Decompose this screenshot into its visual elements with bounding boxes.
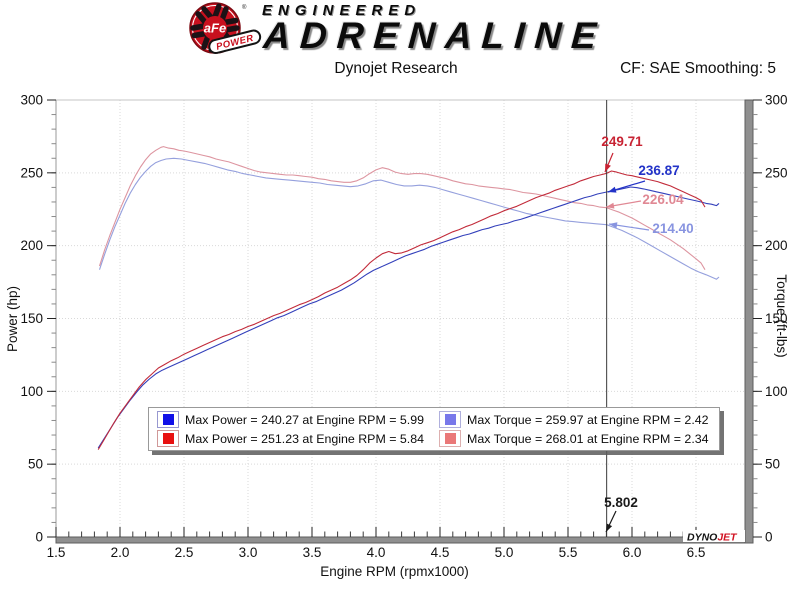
legend-item-label: Max Torque = 268.01 at Engine RPM = 2.34: [467, 431, 709, 446]
x-tick-label: 5.0: [495, 545, 514, 560]
legend-item: Max Torque = 268.01 at Engine RPM = 2.34: [439, 429, 709, 448]
torque-stock-curve: [98, 157, 720, 280]
legend-swatch-icon: [157, 411, 179, 428]
logo-afe-text: aFe: [204, 21, 226, 36]
y-axis-right-title: Torque (ft-lbs): [774, 274, 789, 357]
dynojet-watermark: DYNOJET: [683, 530, 745, 544]
y-tick-label: 300: [765, 93, 788, 108]
afe-power-logo: aFe ® POWER: [189, 2, 262, 55]
y-tick-label: 300: [20, 93, 43, 108]
value-callout-3-label: 214.40: [652, 221, 693, 236]
y-tick-label: 100: [20, 384, 43, 399]
power-stock-curve: [97, 186, 720, 449]
y-axis-right-bar: [744, 99, 754, 544]
value-callout-1: 236.87: [607, 163, 680, 193]
legend-swatch-icon: [439, 430, 461, 447]
gridlines: [56, 100, 745, 537]
chart-title: Dynojet Research: [334, 60, 458, 77]
legend-item: Max Power = 240.27 at Engine RPM = 5.99: [157, 410, 424, 429]
tagline-engineered: ENGINEERED: [262, 2, 422, 19]
x-axis: 1.5 2.0 2.5 3.0 3.5 4.0 4.5 5.0 5.5 6.0 6.5 Engine …: [47, 527, 735, 579]
y-tick-label: 0: [35, 530, 43, 545]
y-tick-label: 0: [765, 530, 773, 545]
value-callout-0-label: 249.71: [601, 134, 643, 149]
value-callout-1-arrowhead-icon: [608, 186, 617, 193]
legend-item: Max Power = 251.23 at Engine RPM = 5.84: [157, 429, 424, 448]
value-callout-1-label: 236.87: [638, 163, 679, 178]
cursor-callout-arrowhead-icon: [606, 523, 613, 532]
y-tick-label: 250: [20, 165, 43, 180]
legend-item-label: Max Power = 251.23 at Engine RPM = 5.84: [185, 431, 425, 446]
value-callout-2-label: 226.04: [642, 192, 684, 207]
value-callout-0: 249.71: [601, 134, 643, 173]
legend-swatch-color: [444, 414, 456, 425]
x-tick-label: 6.0: [623, 545, 642, 560]
x-tick-label: 6.5: [687, 545, 706, 560]
y-tick-label: 50: [765, 457, 780, 472]
legend-item: Max Torque = 259.97 at Engine RPM = 2.42: [439, 410, 709, 429]
y-tick-label: 100: [765, 384, 788, 399]
legend-swatch-color: [162, 433, 174, 444]
legend-swatch-color: [444, 433, 456, 444]
x-tick-label: 2.5: [175, 545, 194, 560]
value-callout-3: 214.40: [608, 221, 694, 236]
y-tick-label: 200: [20, 238, 43, 253]
y-tick-label: 200: [765, 238, 788, 253]
x-tick-label: 3.5: [303, 545, 322, 560]
x-tick-label: 5.5: [559, 545, 578, 560]
legend-swatch-icon: [439, 411, 461, 428]
y-axis-right: 0 50 100 150 200 250 300 Torque (ft-lbs): [753, 93, 789, 545]
watermark-bg: [683, 530, 745, 542]
x-axis-bar: [55, 536, 754, 544]
value-callout-3-arrowhead-icon: [609, 222, 618, 229]
dynojet-logo: DYNOJET: [687, 532, 738, 544]
x-tick-label: 4.0: [367, 545, 386, 560]
y-tick-label: 50: [28, 457, 43, 472]
x-tick-label: 4.5: [431, 545, 450, 560]
value-callout-2: 226.04: [605, 192, 684, 209]
cursor-callout: 5.802: [604, 495, 638, 533]
x-axis-title: Engine RPM (rpmx1000): [320, 564, 469, 579]
registered-mark: ®: [242, 4, 247, 11]
smoothing-label: CF: SAE Smoothing: 5: [620, 60, 776, 77]
torque-afe-curve: [98, 146, 706, 270]
value-callout-0-arrowhead-icon: [605, 163, 611, 172]
y-tick-label: 150: [765, 311, 788, 326]
value-callout-2-arrowhead-icon: [606, 202, 615, 209]
cursor-callout-label: 5.802: [604, 495, 638, 510]
y-axis-left: 0 50 100 150 200 250 300 Power (hp): [5, 93, 56, 545]
legend-swatch-icon: [157, 430, 179, 447]
brand-tagline: ENGINEERED ADRENALINE: [262, 2, 607, 57]
legend-swatch-color: [162, 414, 174, 425]
x-tick-label: 2.0: [111, 545, 130, 560]
y-tick-label: 150: [20, 311, 43, 326]
power-afe-curve: [97, 170, 706, 450]
y-tick-label: 250: [765, 165, 788, 180]
curves: [97, 146, 720, 450]
y-axis-left-title: Power (hp): [5, 286, 20, 352]
legend-item-label: Max Power = 240.27 at Engine RPM = 5.99: [185, 412, 425, 427]
legend-box: Max Power = 240.27 at Engine RPM = 5.99 M…: [148, 407, 720, 451]
logo-center: [203, 16, 227, 40]
legend-item-label: Max Torque = 259.97 at Engine RPM = 2.42: [467, 412, 709, 427]
x-tick-label: 1.5: [47, 545, 66, 560]
x-tick-label: 3.0: [239, 545, 258, 560]
